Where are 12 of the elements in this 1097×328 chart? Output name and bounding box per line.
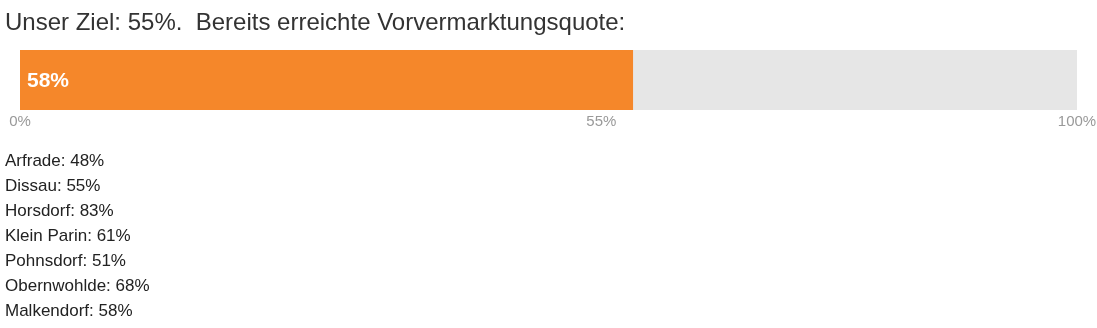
data-label: 58%	[27, 68, 70, 92]
text: Horsdorf: 83%	[5, 201, 114, 220]
text: Malkendorf: 58%	[5, 301, 133, 320]
text: Pohnsdorf: 51%	[5, 251, 126, 270]
text: Arfrade: 48%	[5, 151, 105, 170]
x-tick-label: 55%	[586, 112, 617, 129]
chart-title: Unser Ziel: 55%. Bereits erreichte Vorvermarktungsquote:	[5, 8, 626, 35]
text: Klein Parin: 61%	[5, 226, 131, 245]
text: Dissau: 55%	[5, 176, 101, 195]
x-tick-label: 100%	[1057, 112, 1097, 129]
text: Obernwohlde: 68%	[5, 276, 150, 295]
x-tick-label: 0%	[9, 112, 31, 129]
